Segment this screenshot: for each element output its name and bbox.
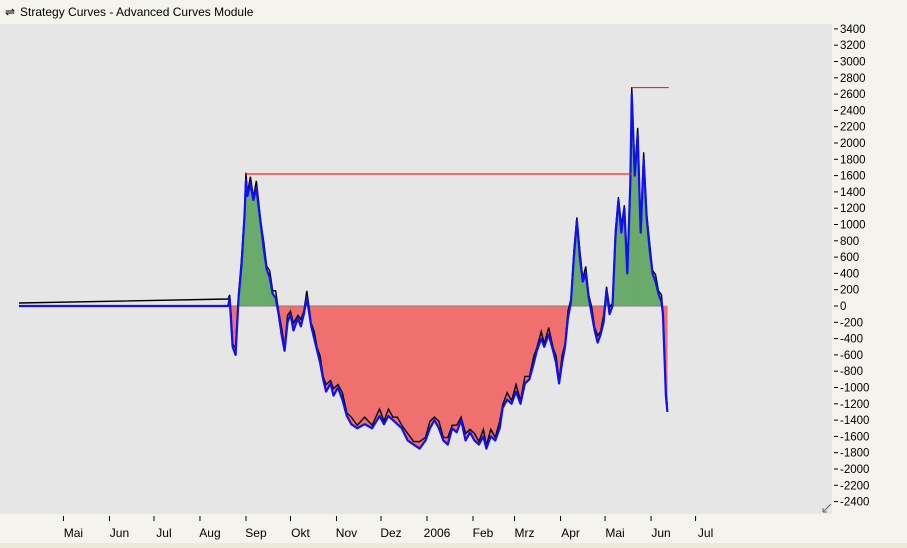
x-tick-label: Mai xyxy=(605,526,624,540)
y-tick-label: 2400 xyxy=(840,105,866,117)
resize-grip-icon[interactable] xyxy=(822,503,832,513)
y-tick-label: 3400 xyxy=(840,24,866,36)
y-tick-label: 400 xyxy=(840,268,859,280)
y-tick-label: 2200 xyxy=(840,122,866,134)
drawdown-area xyxy=(466,306,470,440)
x-axis-ticks: Mai Jun Jul Aug Sep Okt Nov Dez 2006 Feb Mrz Apr Mai… xyxy=(0,514,832,543)
drawdown-area xyxy=(426,306,430,440)
drawdown-area xyxy=(452,306,456,432)
y-tick-label: -400 xyxy=(840,334,863,346)
x-tick-label: Nov xyxy=(336,526,357,540)
y-tick-label: 200 xyxy=(840,285,859,297)
y-tick-label: 1600 xyxy=(840,171,866,183)
y-tick-label: 2600 xyxy=(840,89,866,101)
y-tick-label: -600 xyxy=(840,350,863,362)
y-tick-label: -2200 xyxy=(840,480,869,492)
x-tick-label: Jun xyxy=(110,526,129,540)
drawdown-area xyxy=(351,306,357,428)
x-axis: Mai Jun Jul Aug Sep Okt Nov Dez 2006 Feb Mrz Apr Mai… xyxy=(0,514,832,543)
y-tick-label: -2000 xyxy=(840,464,869,476)
y-tick-label: 2000 xyxy=(840,138,866,150)
drawdown-area xyxy=(380,306,384,424)
drawdown-area xyxy=(483,306,486,449)
drawdown-area xyxy=(402,306,408,440)
drawdown-area xyxy=(448,306,452,445)
drawdown-area xyxy=(357,306,364,428)
drawdown-area xyxy=(439,306,443,440)
window-title-bar: ⇌ Strategy Curves - Advanced Curves Modu… xyxy=(0,0,832,24)
drawdown-area xyxy=(408,306,414,445)
profit-area xyxy=(253,188,256,306)
drawdown-area xyxy=(486,306,490,449)
y-tick-label: -200 xyxy=(840,317,863,329)
y-tick-label: 800 xyxy=(840,236,859,248)
y-axis-ticks: 3400320030002800260024002200200018001600… xyxy=(832,0,907,543)
x-tick-label: Aug xyxy=(199,526,220,540)
drawdown-area xyxy=(495,306,499,440)
y-tick-label: -1800 xyxy=(840,448,869,460)
y-tick-label: 2800 xyxy=(840,73,866,85)
drawdown-area xyxy=(326,306,330,392)
drawdown-area xyxy=(479,306,483,445)
drawdown-area xyxy=(397,306,401,428)
y-tick-label: 1000 xyxy=(840,220,866,232)
x-tick-label: Mai xyxy=(64,526,83,540)
y-tick-label: -1000 xyxy=(840,383,869,395)
drawdown-area xyxy=(443,306,447,445)
drawdown-area xyxy=(388,306,392,420)
drawdown-area xyxy=(491,306,495,440)
y-tick-label: 0 xyxy=(840,301,846,313)
drawdown-area xyxy=(420,306,426,449)
y-tick-label: -1200 xyxy=(840,399,869,411)
drawdown-area xyxy=(457,306,461,432)
drawdown-area xyxy=(365,306,372,428)
y-tick-label: -800 xyxy=(840,366,863,378)
drawdown-area xyxy=(430,306,434,428)
drawdown-area xyxy=(414,306,420,449)
y-tick-label: -1400 xyxy=(840,415,869,427)
x-tick-label: Sep xyxy=(245,526,267,540)
x-tick-label: Mrz xyxy=(515,526,535,540)
x-tick-label: Jul xyxy=(156,526,171,540)
drawdown-area xyxy=(393,306,397,424)
y-tick-label: 3200 xyxy=(840,40,866,52)
plot-area[interactable] xyxy=(0,24,832,514)
x-tick-label: Okt xyxy=(291,526,310,540)
x-tick-label: Jun xyxy=(651,526,670,540)
x-tick-label: 2006 xyxy=(424,526,451,540)
drawdown-area xyxy=(334,306,338,396)
drawdown-area xyxy=(507,306,511,404)
drawdown-area xyxy=(470,306,474,440)
double-arrow-icon[interactable]: ⇌ xyxy=(0,5,20,19)
drawdown-area xyxy=(525,306,529,383)
drawdown-area xyxy=(347,306,351,424)
y-tick-label: -2400 xyxy=(840,497,869,509)
drawdown-area xyxy=(474,306,478,445)
y-tick-label: 1800 xyxy=(840,154,866,166)
y-tick-label: 600 xyxy=(840,252,859,264)
drawdown-area xyxy=(434,306,438,428)
window-title: Strategy Curves - Advanced Curves Module xyxy=(20,5,253,19)
equity-curve-chart xyxy=(0,24,832,514)
y-tick-label: 3000 xyxy=(840,57,866,69)
x-tick-label: Dez xyxy=(380,526,401,540)
profit-area xyxy=(247,184,250,306)
y-tick-label: 1400 xyxy=(840,187,866,199)
profit-area xyxy=(250,184,253,306)
drawdown-area xyxy=(384,306,388,424)
x-tick-label: Apr xyxy=(561,526,580,540)
y-tick-label: 1200 xyxy=(840,203,866,215)
y-tick-label: -1600 xyxy=(840,431,869,443)
x-tick-label: Jul xyxy=(698,526,713,540)
x-tick-label: Feb xyxy=(473,526,494,540)
